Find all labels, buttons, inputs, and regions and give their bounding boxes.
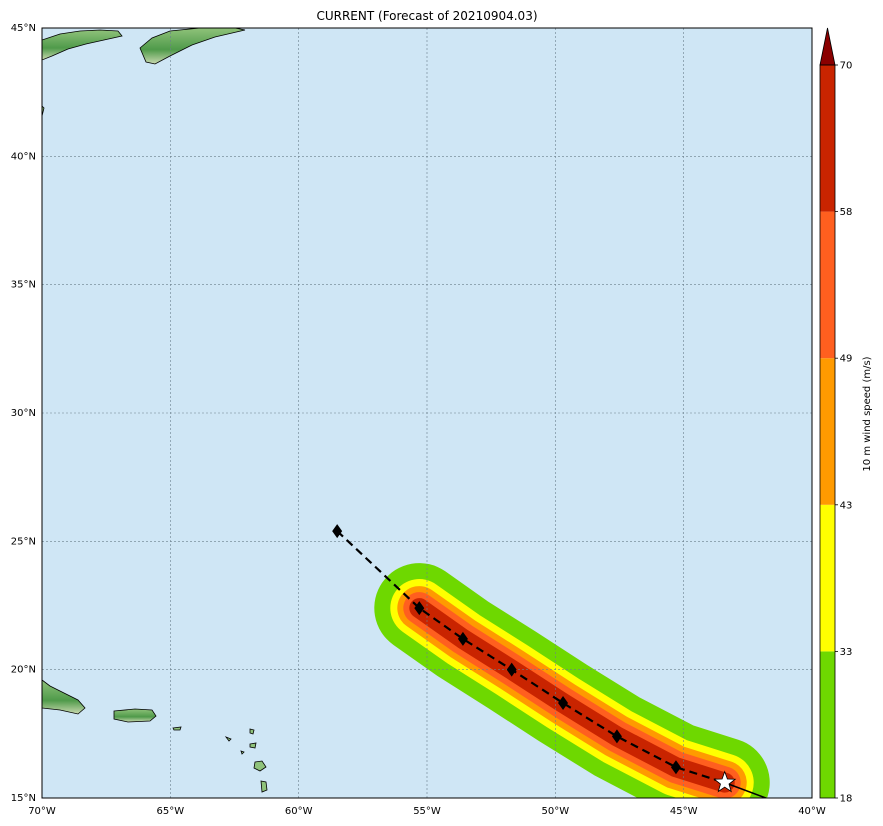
- map-title: CURRENT (Forecast of 20210904.03): [316, 9, 537, 23]
- colorbar-tick-label: 70: [840, 61, 853, 72]
- land-virgin-islands: [172, 726, 182, 731]
- colorbar-segment: [820, 358, 835, 505]
- land-cape-breton: [139, 28, 246, 65]
- land-guadeloupe: [249, 742, 257, 749]
- colorbar-frame: [819, 64, 836, 799]
- lon-tick-label: 70°W: [28, 806, 56, 817]
- land-martinique: [260, 780, 268, 793]
- lat-tick-label: 30°N: [11, 408, 36, 419]
- gridlines: [42, 28, 812, 798]
- lon-tick-label: 60°W: [285, 806, 313, 817]
- past-track-line: [724, 781, 767, 798]
- track-point-marker: [506, 662, 517, 677]
- map-area: [42, 28, 812, 798]
- colorbar-tick-label: 49: [840, 354, 853, 365]
- lon-tick-label: 50°W: [542, 806, 570, 817]
- track-point-marker: [332, 524, 343, 539]
- track-point-marker: [611, 729, 622, 744]
- current-position-star: [713, 770, 737, 793]
- track-point-marker: [670, 760, 681, 775]
- land-masses: [42, 28, 268, 793]
- land-dominica: [253, 760, 267, 772]
- colorbar-tick-label: 18: [840, 794, 853, 805]
- colorbar-segment: [820, 65, 835, 212]
- colorbar-extend-arrow: [819, 27, 836, 66]
- lat-tick-label: 35°N: [11, 280, 36, 291]
- lon-tick-label: 45°W: [670, 806, 698, 817]
- lon-tick-label: 65°W: [157, 806, 185, 817]
- latitude-ticks: 15°N 20°N 25°N 30°N 35°N 40°N 45°N: [11, 23, 36, 804]
- track-point-marker: [414, 601, 425, 616]
- colorbar-tick-label: 43: [840, 500, 853, 511]
- lat-tick-label: 20°N: [11, 665, 36, 676]
- colorbar-segment: [820, 651, 835, 798]
- lat-tick-label: 40°N: [11, 151, 36, 162]
- track-point-marker: [558, 696, 569, 711]
- lat-tick-label: 25°N: [11, 536, 36, 547]
- colorbar-segment: [820, 504, 835, 652]
- forecast-track-line: [336, 530, 726, 784]
- colorbar: 18 33 43 49 58 70: [819, 27, 853, 805]
- colorbar-tick-label: 58: [840, 207, 853, 218]
- longitude-ticks: 70°W 65°W 60°W 55°W 50°W 45°W 40°W: [28, 806, 826, 817]
- map-frame: [41, 27, 813, 799]
- colorbar-segment: [820, 211, 835, 359]
- land-hispaniola: [42, 679, 86, 715]
- lat-tick-label: 45°N: [11, 23, 36, 34]
- storm-track: [332, 524, 767, 798]
- land-small-island-a: [224, 736, 232, 742]
- colorbar-label: 10 m wind speed (m/s): [862, 356, 873, 471]
- land-antigua: [249, 728, 255, 735]
- lat-tick-label: 15°N: [11, 793, 36, 804]
- land-puerto-rico: [113, 708, 157, 723]
- colorbar-tick-label: 33: [840, 647, 853, 658]
- lon-tick-label: 55°W: [413, 806, 441, 817]
- track-point-marker: [457, 631, 468, 646]
- lon-tick-label: 40°W: [798, 806, 826, 817]
- land-small-island-b: [240, 750, 245, 755]
- land-nova-scotia: [42, 29, 123, 61]
